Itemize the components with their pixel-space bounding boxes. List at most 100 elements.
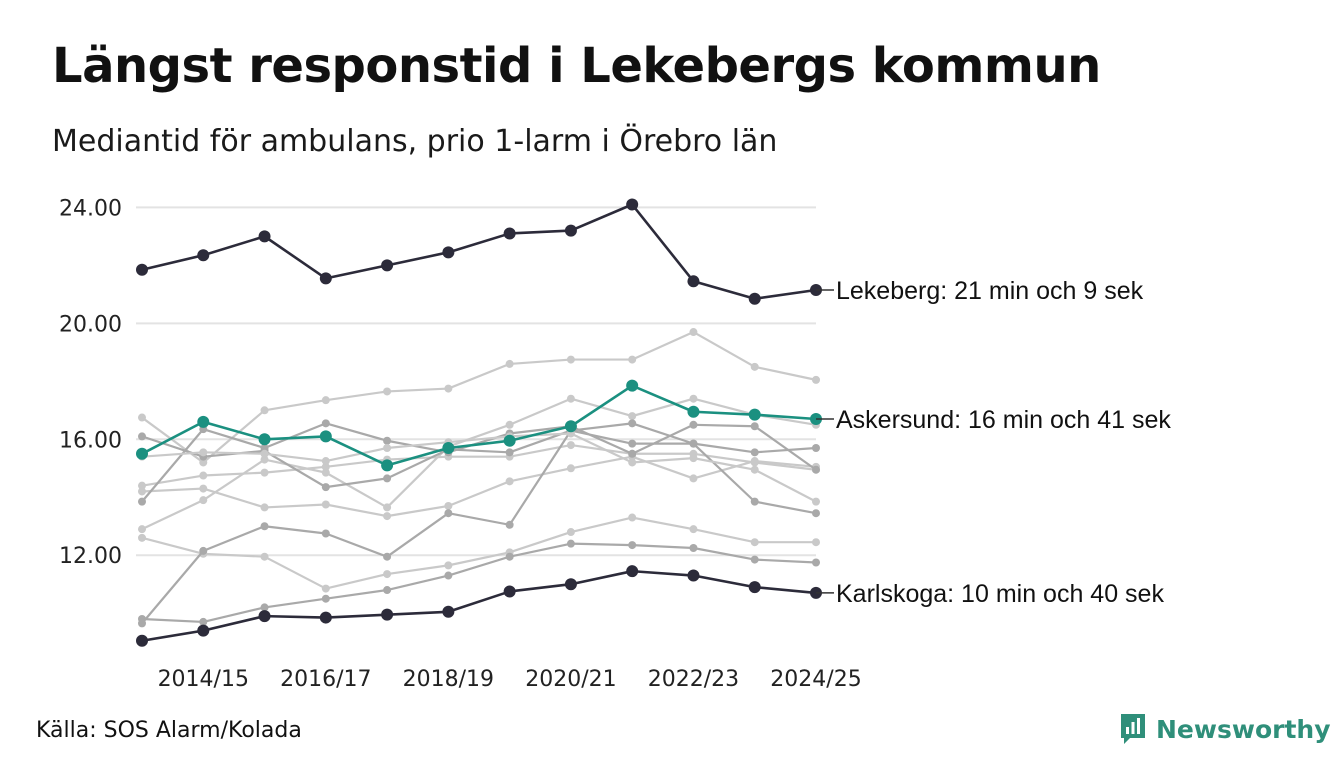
series-lekeberg-point [258, 230, 271, 243]
series-karlskoga-point [687, 569, 700, 582]
background-series-1-point [321, 462, 330, 471]
series-label-askersund: Askersund: 16 min och 41 sek [836, 406, 1171, 434]
background-series-4-point [260, 552, 269, 561]
background-series-6-point [505, 552, 514, 561]
series-karlskoga-point [626, 565, 639, 578]
series-askersund-point [197, 415, 210, 428]
background-series [138, 328, 820, 628]
background-series-4-point [138, 533, 146, 542]
series-askersund-point [626, 379, 639, 392]
background-series-7-point [138, 619, 146, 628]
background-series-4-point [750, 538, 759, 547]
series-askersund-point [381, 459, 394, 472]
background-series-6 [138, 539, 820, 626]
series-label-lekeberg: Lekeberg: 21 min och 9 sek [836, 277, 1144, 305]
background-series-1-point [260, 468, 269, 477]
background-series-10-point [321, 457, 330, 466]
background-series-8-point [321, 483, 330, 492]
series-lekeberg-point [381, 259, 394, 272]
series-lekeberg-point [748, 292, 761, 305]
background-series-7-point [321, 529, 330, 538]
series-lekeberg-point [564, 224, 577, 237]
background-series-2-point [199, 484, 208, 493]
series-karlskoga-point [136, 634, 148, 647]
series-lekeberg [136, 198, 822, 305]
background-series-5-point [383, 503, 392, 512]
background-series-9-point [383, 436, 392, 445]
background-series-9-line [141, 422, 817, 503]
background-series-2-point [260, 503, 269, 512]
series-karlskoga-point [442, 605, 455, 618]
background-series-3-point [138, 413, 146, 422]
background-series-4-point [689, 525, 698, 534]
background-series-3-point [505, 359, 514, 368]
background-series-3-point [199, 458, 208, 467]
background-series-5-point [505, 420, 514, 429]
background-series-8-point [138, 432, 146, 441]
background-series-1-point [138, 481, 146, 490]
background-series-4-point [444, 561, 453, 570]
gridlines [136, 206, 816, 557]
background-series-10-point [628, 458, 637, 467]
background-series-6-point [689, 543, 698, 552]
newsworthy-logo-icon [1121, 714, 1145, 744]
background-series-3-point [321, 396, 330, 405]
background-series-4-point [566, 528, 575, 537]
chart-title: Längst responstid i Lekebergs kommun [52, 38, 1101, 94]
series-lekeberg-point [687, 275, 700, 288]
series-labels: Lekeberg: 21 min och 9 sek Askersund: 16 … [816, 277, 1171, 608]
series-askersund-point [748, 408, 761, 421]
line-chart: 12.00 16.00 20.00 24.00 2014/15 2016/17 2018/… [59, 196, 1171, 692]
background-series-8-point [750, 448, 759, 457]
series-karlskoga-point [564, 578, 577, 591]
background-series-6-line [141, 542, 817, 624]
background-series-3-line [141, 330, 817, 464]
series-karlskoga-point [381, 608, 394, 621]
series-lekeberg-point [503, 227, 516, 240]
background-series-6-point [199, 617, 208, 626]
background-series-5-point [321, 468, 330, 477]
background-series-6-point [812, 558, 820, 567]
series-karlskoga-point [503, 585, 516, 598]
series-karlskoga-point [748, 581, 761, 594]
background-series-6-point [566, 539, 575, 548]
background-series-10-point [383, 443, 392, 452]
background-series-8-line [141, 422, 817, 489]
background-series-2-point [566, 464, 575, 473]
x-tick-label: 2020/21 [525, 667, 616, 692]
background-series-6-point [321, 594, 330, 603]
highlighted-series [136, 198, 822, 647]
background-series-10-point [199, 448, 208, 457]
series-karlskoga-point [258, 610, 271, 623]
background-series-5-point [260, 455, 269, 464]
series-karlskoga-point [197, 624, 210, 637]
background-series-7-point [812, 509, 820, 518]
background-series-4-line [141, 516, 816, 590]
background-series-10-line [141, 432, 817, 503]
series-karlskoga [136, 565, 822, 647]
y-tick-label: 20.00 [59, 312, 122, 337]
background-series-6-point [750, 555, 759, 564]
series-lekeberg-point [319, 272, 332, 285]
background-series-2-line [141, 455, 817, 518]
series-askersund-point [687, 405, 700, 418]
background-series-6-point [444, 571, 453, 580]
newsworthy-logo: Newsworthy [1118, 712, 1331, 746]
series-askersund-point [319, 430, 332, 443]
series-lekeberg-point [136, 263, 148, 276]
background-series-4-point [383, 570, 392, 579]
x-tick-label: 2024/25 [770, 667, 861, 692]
background-series-7-point [444, 509, 453, 518]
background-series-5 [138, 394, 820, 534]
background-series-10-point [750, 465, 759, 474]
background-series-3-point [566, 355, 575, 364]
background-series-1-point [566, 441, 575, 450]
x-tick-label: 2016/17 [280, 667, 371, 692]
background-series-3-point [628, 355, 637, 364]
series-askersund-point [442, 441, 455, 454]
series-askersund-point [564, 420, 577, 433]
newsworthy-brand-name: Newsworthy [1156, 714, 1331, 744]
background-series-6-point [628, 541, 637, 550]
series-lekeberg-point [197, 249, 210, 262]
background-series-4-point [321, 584, 330, 593]
